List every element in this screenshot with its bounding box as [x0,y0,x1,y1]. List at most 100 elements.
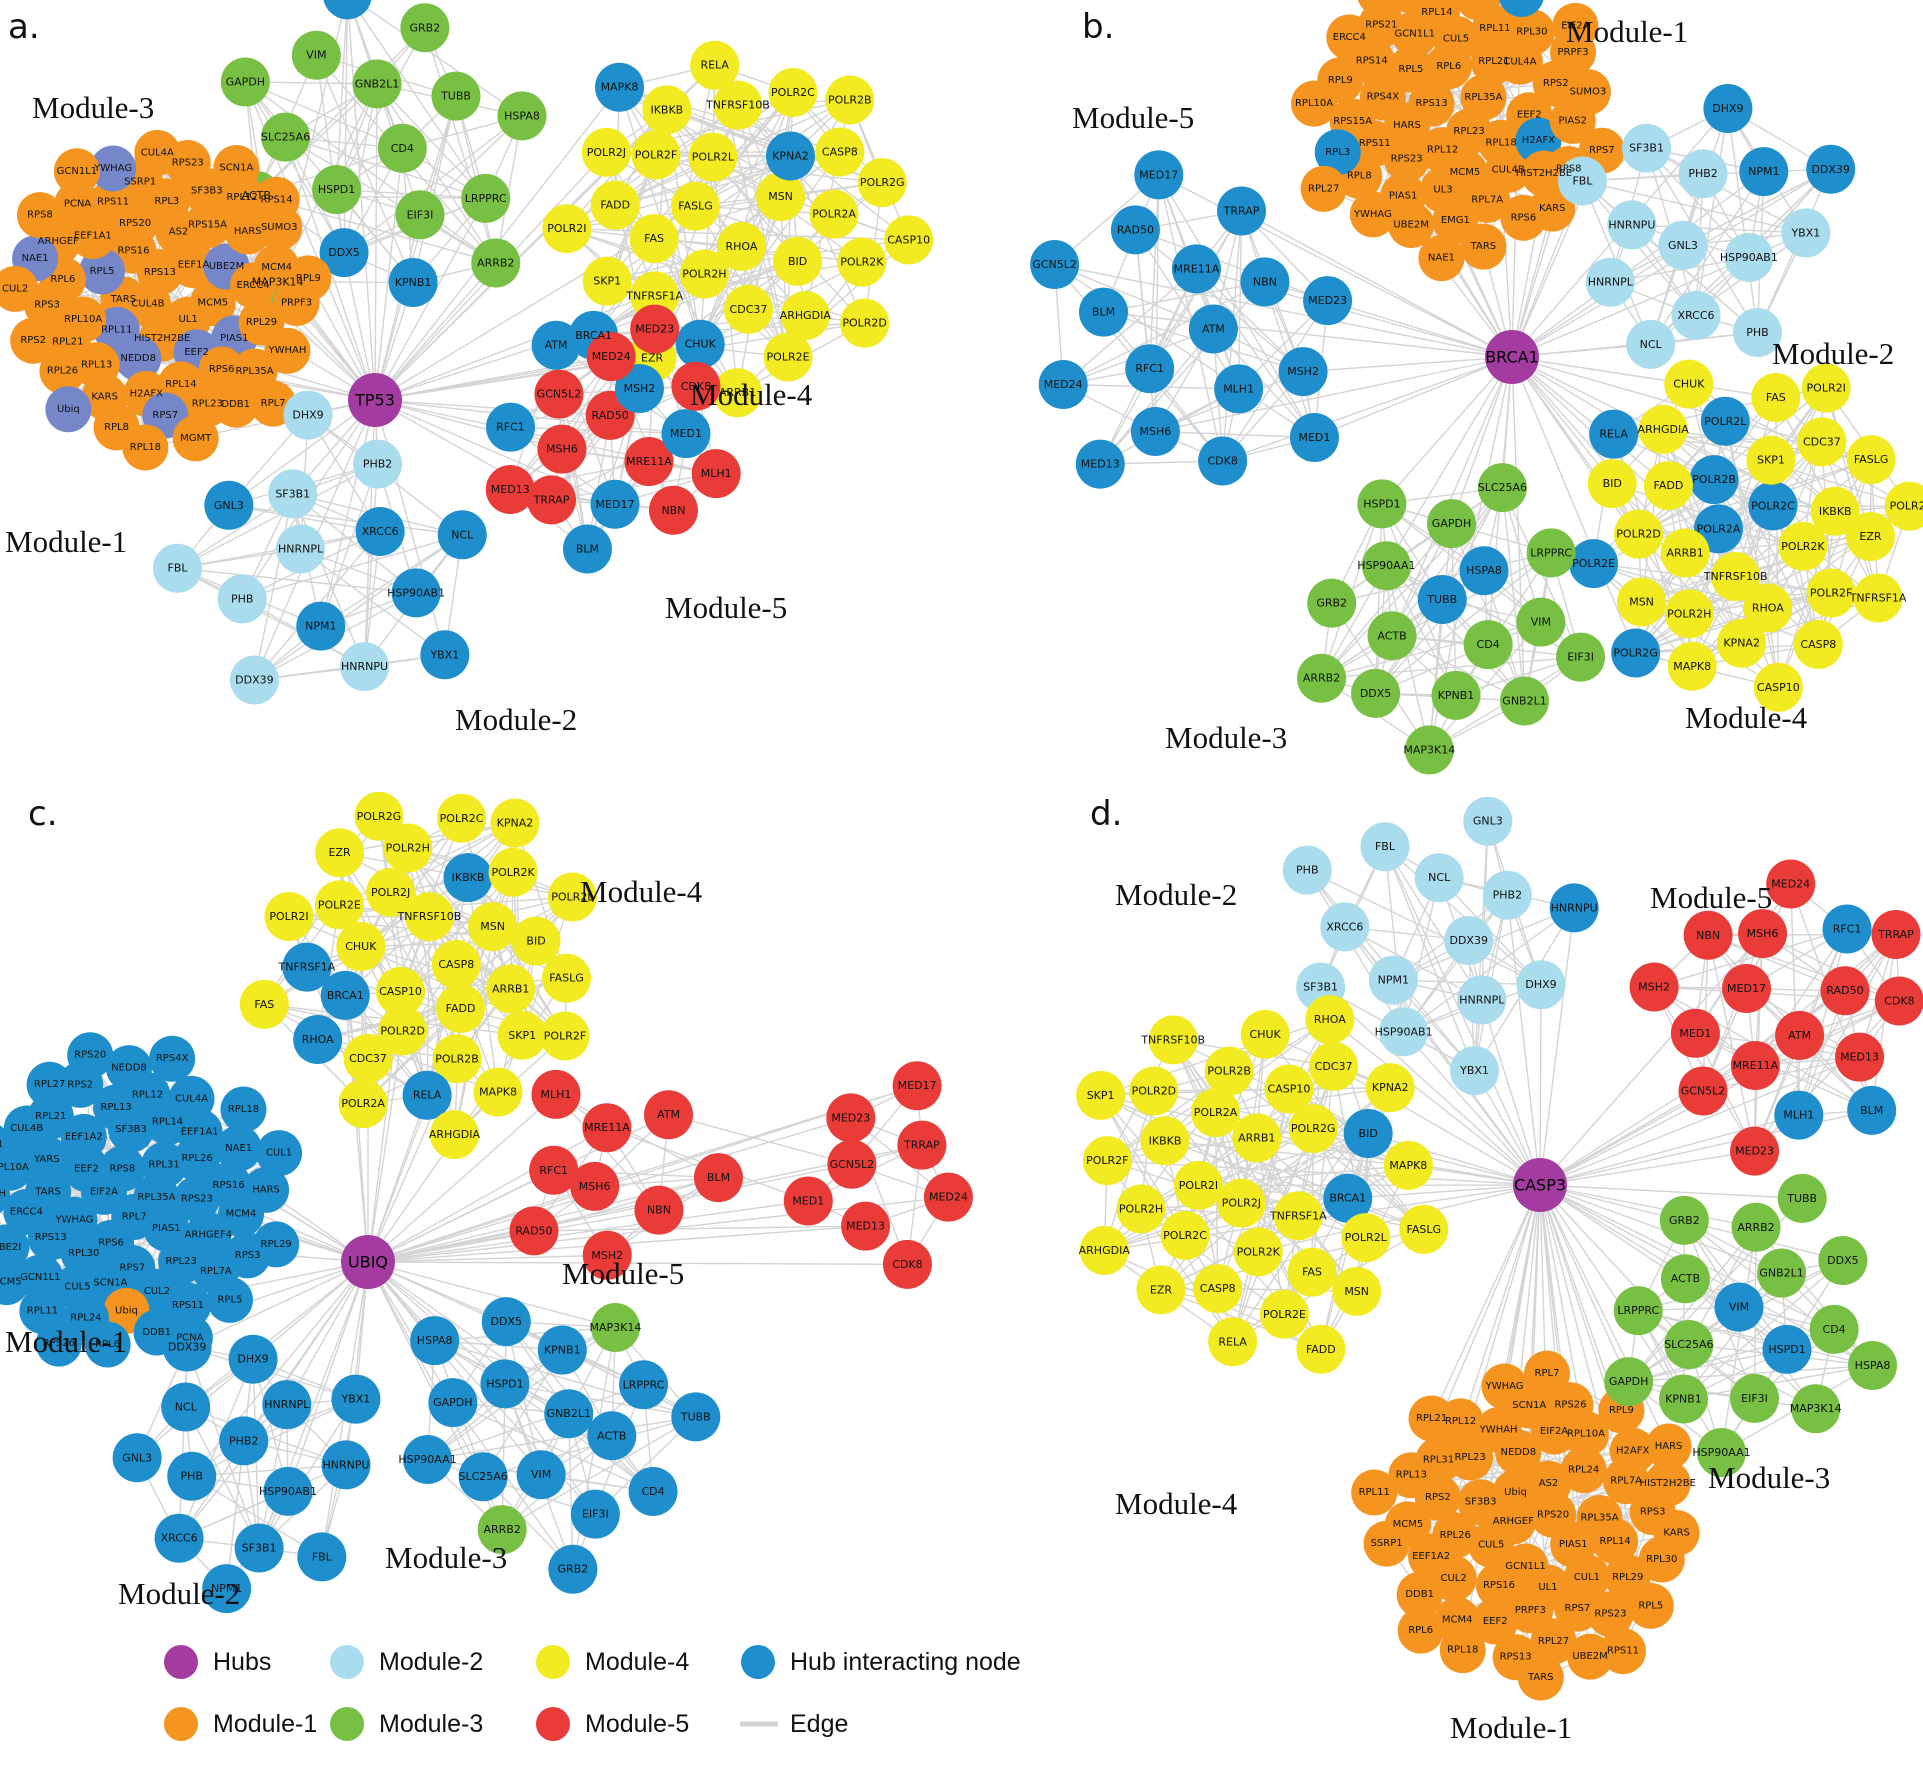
node-GCN5L2 [1030,240,1080,290]
node-label: RPS3 [34,300,60,311]
node-label: RPL29 [1612,1572,1643,1583]
node-POLR2H [1116,1184,1166,1234]
node-RPL5 [1627,1582,1674,1629]
edge [1172,1039,1358,1292]
node-label: UL1 [1538,1582,1557,1593]
node-label: TARS [1470,241,1496,252]
edge [1871,934,1897,1111]
node-label: RPL18 [1447,1645,1478,1656]
node-VIM [516,1450,566,1500]
node-TNFRSF1A [282,942,332,992]
node-label: RPL31 [1423,1455,1454,1466]
node-ATM [1775,1010,1825,1060]
node-BRCA1 [1323,1173,1373,1223]
edge [1628,1348,1788,1383]
node-label: NCL [1428,871,1451,884]
node-label: EIF2A [90,1186,118,1197]
node-ERCC4 [1326,14,1373,61]
node-label: RAD50 [592,409,629,422]
node-label: SKP1 [508,1029,536,1042]
node-MED17 [1721,964,1771,1014]
node-HSP90AB1 [391,568,441,618]
node-label: POLR2K [1781,540,1825,553]
cluster-label: Module-2 [455,702,577,737]
node-label: ARHGDIA [780,309,832,322]
node-label: PHB [181,1470,203,1483]
node-label: RPS15A [1333,116,1372,127]
edge [286,1261,369,1405]
node-label: HSPD1 [318,183,355,196]
node-label: TNFRSF1A [625,289,683,302]
node-EIF3I [570,1489,620,1539]
node-GRB2 [400,3,450,53]
legend-label: Module-4 [585,1648,689,1676]
node-label: GCN5L2 [1032,258,1077,271]
node-label: RPL21 [1478,56,1509,67]
edge [1402,877,1440,1032]
node-RPL18 [122,424,169,471]
node-label: RPL30 [1516,27,1547,38]
node-HSPA8 [410,1316,460,1366]
node-RPL18 [1439,1627,1486,1674]
legend-label: Hub interacting node [790,1648,1021,1676]
node-label: BRCA1 [1329,1192,1366,1205]
edge [1694,883,1792,1034]
node-label: EIF3I [407,208,434,221]
edge [655,154,701,345]
edge [1062,268,1197,386]
node-label: RELA [700,59,729,72]
node-label: MCM4 [1442,1615,1473,1626]
node-label: RHOA [1752,601,1784,614]
node-CUL4B [3,1105,50,1152]
node-RELA [690,40,740,90]
node-CD4 [1809,1304,1859,1354]
node-KARS [1653,1510,1700,1557]
node-label: RHOA [1314,1013,1346,1026]
node-YWHAH [0,1175,10,1214]
node-label: SLC25A6 [458,1470,507,1483]
edge [505,1320,697,1418]
edge [1384,846,1483,1001]
node-label: HSPD1 [1363,497,1400,510]
node-label: TNFRSF1A [1849,591,1907,604]
node-TRRAP [526,475,576,525]
node-label: RPS13 [35,1232,67,1243]
node-POLR2J [366,867,416,917]
node-label: BLM [1860,1104,1883,1117]
node-label: PIAS1 [1389,191,1418,202]
node-label: GCN5L2 [537,388,582,401]
node-TARS [1460,223,1507,270]
node-label: GCN1L1 [57,166,98,177]
node-RPL7 [1523,1350,1570,1397]
edge [1311,1066,1335,1273]
node-label: UBE2M [1393,219,1429,230]
node-RPS26 [35,1320,82,1367]
node-label: YBX1 [429,648,459,661]
node-BID [511,916,561,966]
node-label: RPL18 [228,1104,259,1115]
node-YBX1 [331,1374,381,1424]
node-label: MAP3K14 [252,275,304,288]
node-IKBKB [1140,1116,1190,1166]
node-label: EEF2 [74,1164,99,1175]
node-label: MED23 [635,323,674,336]
node-label: GNL3 [214,499,244,512]
node-CUL5 [1468,1521,1515,1568]
node-H2AFX [1609,1427,1656,1474]
edge [339,852,493,928]
node-label: RPL26 [47,366,78,377]
node-label: GCN1L1 [1395,28,1436,39]
node-EZR [1136,1265,1186,1315]
node-FADD [1643,461,1693,511]
edge [1384,846,1542,986]
node-label: NCL [1640,338,1663,351]
hub-node-BRCA1 [1485,330,1539,384]
node-RHOA [716,221,766,271]
edge [1347,1184,1541,1199]
node-MED24 [1038,360,1088,410]
node-POLR2A [809,189,859,239]
node-label: RPL35A [1580,1513,1618,1524]
node-label: SF3B3 [191,186,223,197]
node-label: RPS7 [152,410,178,421]
node-label: YWHAH [267,345,306,356]
